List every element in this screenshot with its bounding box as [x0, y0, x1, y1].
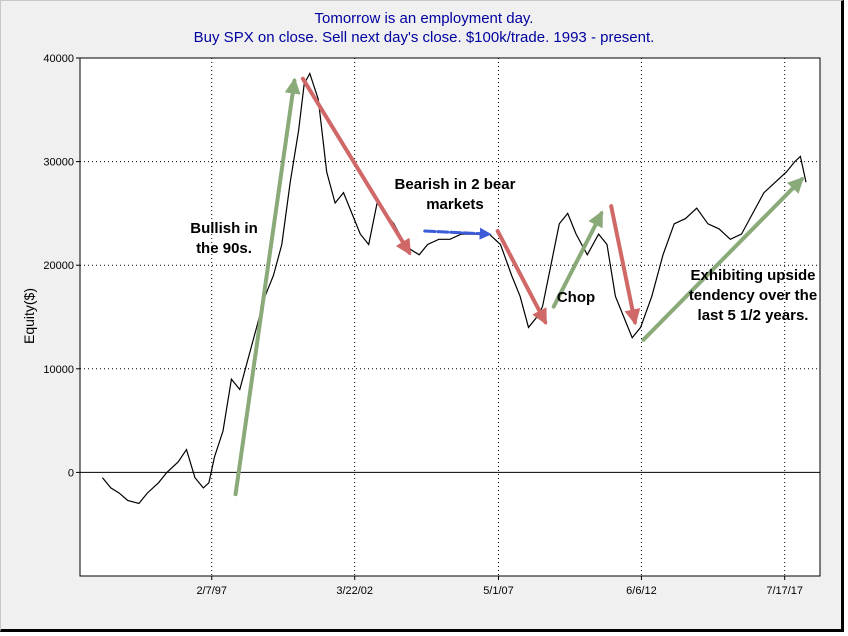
axes: 0 10000 20000 30000 40000 2/7/97 3/22/02 5/1/07…: [43, 53, 803, 597]
y-tick-label: 30000: [43, 157, 74, 169]
bull-arrow-90s: [233, 77, 301, 497]
trend-arrows: [233, 76, 805, 497]
x-tick-label: 5/1/07: [483, 585, 514, 597]
bear-arrow-2: [495, 229, 548, 326]
y-tick-label: 40000: [43, 53, 74, 65]
annotation-line: Exhibiting upside: [690, 267, 815, 284]
chart-title: Tomorrow is an employment day.: [314, 10, 534, 27]
y-tick-label: 0: [68, 467, 74, 479]
annotation-3: Chop: [557, 289, 595, 306]
annotation-line: tendency over the: [689, 287, 817, 304]
chop-up-arrow: [551, 210, 604, 309]
annotation-line: markets: [426, 196, 484, 213]
flat-arrow: [423, 227, 492, 240]
grid: [80, 57, 820, 576]
annotation-line: Chop: [557, 289, 595, 306]
annotations: Bullish in the 90s. Bearish in 2 bear marke…: [190, 176, 817, 324]
x-tick-label: 3/22/02: [336, 585, 373, 597]
plot-area: [79, 57, 821, 577]
bear-arrow-1: [300, 76, 412, 256]
y-tick-label: 20000: [43, 260, 74, 272]
equity-line: [101, 71, 807, 505]
x-tick-label: 6/6/12: [626, 585, 657, 597]
annotation-line: Bearish in 2 bear: [395, 176, 516, 193]
x-tick-label: 7/17/17: [766, 585, 803, 597]
annotation-line: Bullish in: [190, 220, 258, 237]
x-tick-label: 2/7/97: [196, 585, 227, 597]
chart-subtitle: Buy SPX on close. Sell next day's close.…: [193, 29, 655, 46]
y-tick-label: 10000: [43, 364, 74, 376]
equity-series: [101, 71, 807, 505]
y-axis-label: Equity($): [21, 288, 37, 344]
chop-down-arrow: [609, 204, 641, 326]
bull-arrow-recent: [641, 176, 805, 342]
annotation-2: Bearish in 2 bear markets: [395, 176, 516, 213]
annotation-line: last 5 1/2 years.: [698, 307, 809, 324]
annotation-4: Exhibiting upside tendency over the last 5…: [689, 267, 817, 324]
annotation-line: the 90s.: [196, 240, 252, 257]
annotation-1: Bullish in the 90s.: [190, 220, 258, 257]
